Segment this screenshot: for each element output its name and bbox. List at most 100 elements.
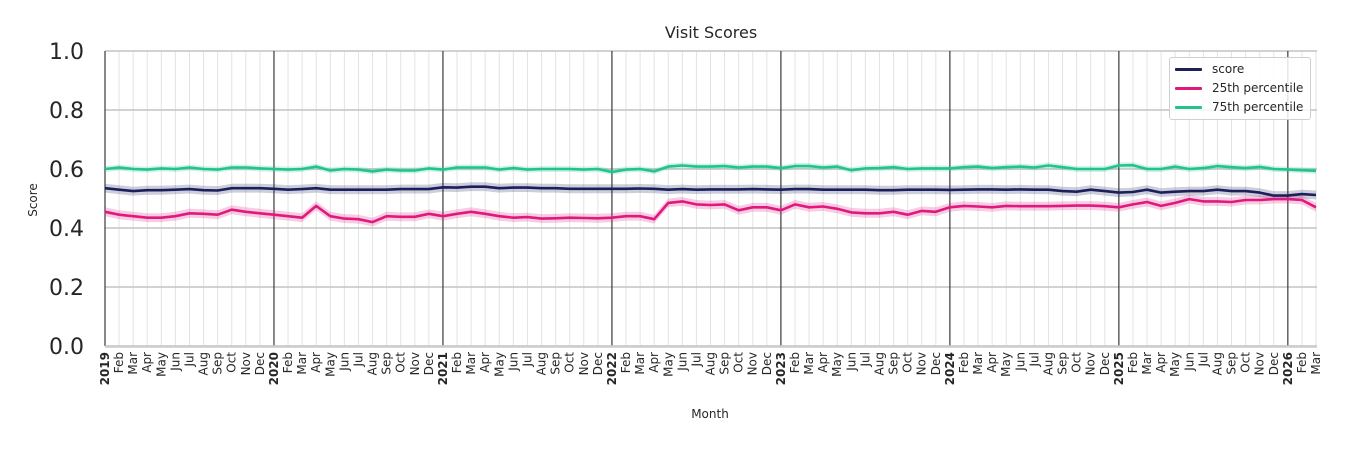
x-tick-month: Nov — [1253, 352, 1267, 375]
legend-label-75th: 75th percentile — [1212, 100, 1304, 114]
x-tick-month: Mar — [295, 352, 309, 375]
series-line-0 — [104, 185, 1317, 197]
x-tick-month: Jun — [1013, 352, 1027, 372]
x-tick-month: Feb — [788, 352, 802, 373]
x-tick-month: May — [492, 352, 506, 377]
x-tick-month: Sep — [549, 352, 563, 375]
legend-item-score: score — [1175, 61, 1244, 77]
x-tick-month: Apr — [478, 352, 492, 373]
x-tick-month: Nov — [239, 352, 253, 375]
year-separator-lines — [104, 51, 1289, 346]
x-tick-month: Mar — [971, 352, 985, 375]
series-line-2 — [104, 163, 1317, 174]
x-tick-month: Jul — [1196, 352, 1210, 367]
x-tick-month: Apr — [1154, 352, 1168, 373]
x-tick-month: May — [154, 352, 168, 377]
legend-swatch-25th — [1175, 86, 1202, 90]
x-tick-month: Feb — [1295, 352, 1309, 373]
legend-label-25th: 25th percentile — [1212, 81, 1304, 95]
x-tick-month: Aug — [873, 352, 887, 375]
x-tick-month: Dec — [929, 352, 943, 375]
x-tick-month: Oct — [732, 352, 746, 373]
series-lines — [104, 163, 1317, 224]
x-tick-month: Nov — [1084, 352, 1098, 375]
x-tick-month: Jul — [352, 352, 366, 367]
x-tick-month: Jul — [520, 352, 534, 367]
x-tick-month: Feb — [450, 352, 464, 373]
x-tick-month: Sep — [380, 352, 394, 375]
legend-swatch-score — [1175, 67, 1202, 71]
y-axis-ticks: 0.0 0.2 0.4 0.6 0.8 1.0 — [49, 40, 84, 360]
x-tick-month: Mar — [126, 352, 140, 375]
x-tick-month: Feb — [957, 352, 971, 373]
x-tick-month: Feb — [1126, 352, 1140, 373]
x-axis-label: Month — [691, 407, 729, 421]
x-tick-month: Dec — [422, 352, 436, 375]
x-tick-month: May — [661, 352, 675, 377]
x-tick-month: Oct — [1070, 352, 1084, 373]
chart-legend: score 25th percentile 75th percentile — [1169, 57, 1311, 120]
x-tick-month: Mar — [633, 352, 647, 375]
legend-swatch-75th — [1175, 105, 1202, 109]
x-tick-month: May — [1168, 352, 1182, 377]
x-tick-month: Mar — [802, 352, 816, 375]
x-tick-year: 2020 — [267, 352, 281, 385]
y-tick-label: 0.2 — [49, 276, 84, 301]
x-tick-month: Aug — [197, 352, 211, 375]
x-tick-year: 2021 — [436, 352, 450, 385]
x-tick-month: Aug — [366, 352, 380, 375]
x-tick-month: Feb — [619, 352, 633, 373]
minor-gridlines — [118, 51, 1317, 346]
x-tick-month: Nov — [746, 352, 760, 375]
x-tick-month: Dec — [591, 352, 605, 375]
x-tick-month: Jul — [689, 352, 703, 367]
x-tick-month: Jun — [337, 352, 351, 372]
band-1 — [105, 194, 1316, 227]
x-tick-month: Apr — [985, 352, 999, 373]
x-tick-month: Dec — [1267, 352, 1281, 375]
x-tick-year: 2023 — [774, 352, 788, 385]
x-tick-month: Aug — [704, 352, 718, 375]
x-tick-month: Jun — [844, 352, 858, 372]
x-tick-month: Apr — [140, 352, 154, 373]
x-tick-month: Dec — [1098, 352, 1112, 375]
legend-label-score: score — [1212, 62, 1245, 76]
x-tick-month: Feb — [281, 352, 295, 373]
legend-item-25th: 25th percentile — [1175, 80, 1303, 96]
x-tick-month: May — [999, 352, 1013, 377]
legend-item-75th: 75th percentile — [1175, 99, 1303, 115]
x-tick-month: Oct — [394, 352, 408, 373]
x-tick-month: Sep — [1225, 352, 1239, 375]
x-tick-month: Nov — [408, 352, 422, 375]
x-tick-month: Jun — [168, 352, 182, 372]
x-tick-month: Aug — [1210, 352, 1224, 375]
x-tick-month: Jul — [1027, 352, 1041, 367]
x-tick-month: Jun — [506, 352, 520, 372]
x-tick-month: Feb — [112, 352, 126, 373]
x-tick-month: Mar — [464, 352, 478, 375]
y-axis-label: Score — [26, 183, 40, 217]
x-tick-month: Oct — [225, 352, 239, 373]
x-tick-month: Dec — [760, 352, 774, 375]
x-tick-month: Jun — [1182, 352, 1196, 372]
x-tick-month: Oct — [563, 352, 577, 373]
series-line-1 — [104, 197, 1317, 224]
y-tick-label: 0.8 — [49, 99, 84, 124]
x-tick-month: Aug — [1042, 352, 1056, 375]
x-tick-month: Nov — [915, 352, 929, 375]
x-tick-month: Aug — [535, 352, 549, 375]
x-tick-year: 2022 — [605, 352, 619, 385]
chart-title: Visit Scores — [664, 23, 758, 42]
x-tick-month: Sep — [1056, 352, 1070, 375]
x-tick-month: Jul — [183, 352, 197, 367]
x-tick-year: 2019 — [98, 352, 112, 385]
x-tick-month: May — [323, 352, 337, 377]
x-tick-year: 2026 — [1281, 352, 1295, 385]
x-tick-month: Nov — [577, 352, 591, 375]
x-tick-month: Jun — [675, 352, 689, 372]
x-tick-month: Mar — [1309, 352, 1323, 375]
x-tick-month: Oct — [901, 352, 915, 373]
x-tick-year: 2024 — [943, 352, 957, 385]
y-tick-label: 1.0 — [49, 40, 84, 65]
